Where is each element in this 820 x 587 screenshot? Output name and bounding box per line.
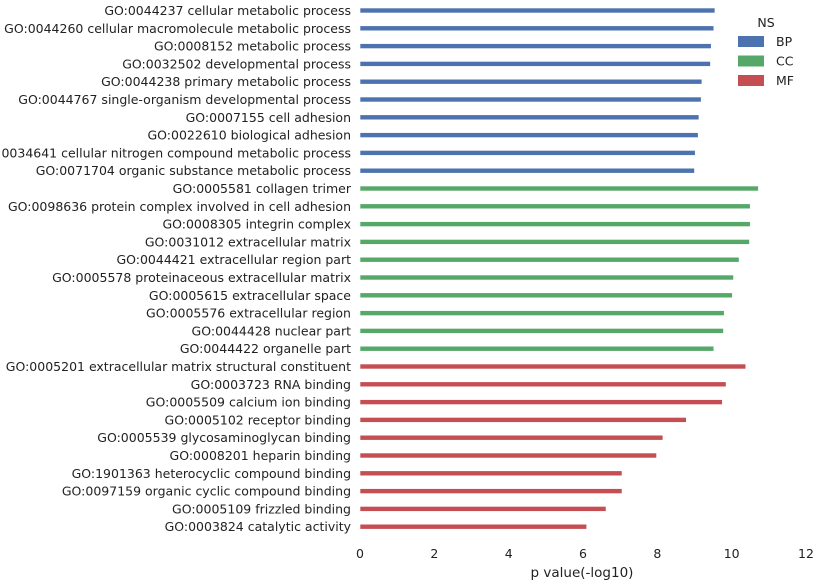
category-label-1: GO:0044237 cellular metabolic process: [104, 3, 351, 18]
category-label-13: GO:0008305 integrin complex: [162, 217, 351, 232]
bar-bp-3: [359, 43, 712, 49]
bar-mf-30: [359, 523, 588, 530]
bar-mf-25: [359, 434, 664, 441]
category-labels: GO:0044237 cellular metabolic process GO:…: [0, 3, 352, 534]
x-tick-label-4: 4: [505, 546, 513, 561]
bar-mf-21: [359, 363, 747, 370]
category-label-29: GO:0005109 frizzled binding: [172, 501, 351, 516]
category-label-21: GO:0005201 extracellular matrix structur…: [6, 359, 351, 374]
category-label-4: GO:0032502 developmental process: [122, 56, 351, 71]
category-label-9: GO:0034641 cellular nitrogen compound me…: [0, 145, 351, 160]
legend-swatch-bp: [738, 36, 764, 47]
bar-cc-20: [359, 345, 715, 352]
x-tick-label-2: 2: [430, 546, 438, 561]
category-label-26: GO:0008201 heparin binding: [170, 448, 351, 463]
x-tick-label-10: 10: [724, 546, 740, 561]
legend: NS BP CC MF: [738, 15, 794, 88]
category-label-24: GO:0005102 receptor binding: [165, 412, 351, 427]
bar-bp-8: [359, 132, 699, 138]
legend-label-cc: CC: [776, 54, 794, 69]
bar-mf-22: [359, 381, 727, 388]
bar-cc-13: [359, 221, 751, 227]
legend-swatch-mf: [738, 75, 764, 86]
category-label-12: GO:0098636 protein complex involved in c…: [8, 199, 351, 214]
category-label-28: GO:0097159 organic cyclic compound bindi…: [62, 484, 351, 499]
category-label-5: GO:0044238 primary metabolic process: [101, 74, 351, 89]
bar-cc-15: [359, 256, 740, 263]
bar-mf-26: [359, 452, 657, 459]
category-label-16: GO:0005578 proteinaceous extracellular m…: [52, 270, 351, 285]
category-label-19: GO:0044428 nuclear part: [192, 323, 352, 338]
x-axis-ticks: 0 2 4 6 8 10 12: [356, 546, 814, 561]
bar-bp-7: [359, 114, 700, 121]
bar-bp-4: [359, 61, 711, 67]
x-tick-label-6: 6: [579, 546, 587, 561]
bar-mf-28: [359, 488, 623, 494]
x-tick-label-0: 0: [356, 546, 364, 561]
category-label-11: GO:0005581 collagen trimer: [173, 181, 352, 196]
bar-bp-9: [359, 150, 696, 156]
category-label-8: GO:0022610 biological adhesion: [148, 128, 352, 143]
bar-cc-17: [359, 292, 733, 299]
bar-cc-11: [359, 185, 759, 192]
bar-bp-2: [359, 25, 715, 32]
category-label-27: GO:1901363 heterocyclic compound binding: [72, 466, 351, 481]
legend-entries: BP CC MF: [738, 34, 794, 88]
bar-bp-1: [359, 7, 716, 14]
legend-label-bp: BP: [776, 34, 793, 49]
bar-cc-14: [359, 239, 750, 245]
category-label-18: GO:0005576 extracellular region: [146, 306, 351, 321]
bar-mf-23: [359, 399, 723, 405]
bar-bp-5: [359, 78, 703, 85]
x-tick-label-8: 8: [653, 546, 661, 561]
bars-layer: [359, 7, 759, 530]
category-label-10: GO:0071704 organic substance metabolic p…: [36, 163, 351, 178]
category-label-14: GO:0031012 extracellular matrix: [145, 234, 351, 249]
bar-mf-27: [359, 470, 623, 477]
category-label-6: GO:0044767 single-organism developmental…: [18, 92, 351, 107]
category-label-3: GO:0008152 metabolic process: [154, 39, 351, 54]
category-label-30: GO:0003824 catalytic activity: [165, 519, 352, 534]
bar-cc-19: [359, 328, 724, 334]
x-tick-label-12: 12: [798, 546, 814, 561]
category-label-17: GO:0005615 extracellular space: [149, 288, 351, 303]
category-label-22: GO:0003723 RNA binding: [191, 377, 351, 392]
legend-label-mf: MF: [776, 73, 794, 88]
bar-mf-29: [359, 506, 607, 512]
bar-cc-18: [359, 310, 725, 316]
legend-title: NS: [757, 15, 774, 30]
category-label-25: GO:0005539 glycosaminoglycan binding: [97, 430, 351, 445]
x-axis-label: p value(-log10): [531, 565, 634, 581]
category-label-7: GO:0007155 cell adhesion: [186, 110, 351, 125]
bar-cc-16: [359, 274, 734, 281]
bar-bp-6: [359, 96, 702, 103]
category-label-15: GO:0044421 extracellular region part: [116, 252, 351, 267]
category-label-23: GO:0005509 calcium ion binding: [146, 395, 351, 410]
bar-cc-12: [359, 203, 751, 210]
bar-mf-24: [359, 417, 687, 423]
bar-bp-10: [359, 167, 695, 174]
category-label-2: GO:0044260 cellular macromolecule metabo…: [4, 21, 351, 36]
category-label-20: GO:0044422 organelle part: [180, 341, 351, 356]
legend-swatch-cc: [738, 55, 764, 67]
